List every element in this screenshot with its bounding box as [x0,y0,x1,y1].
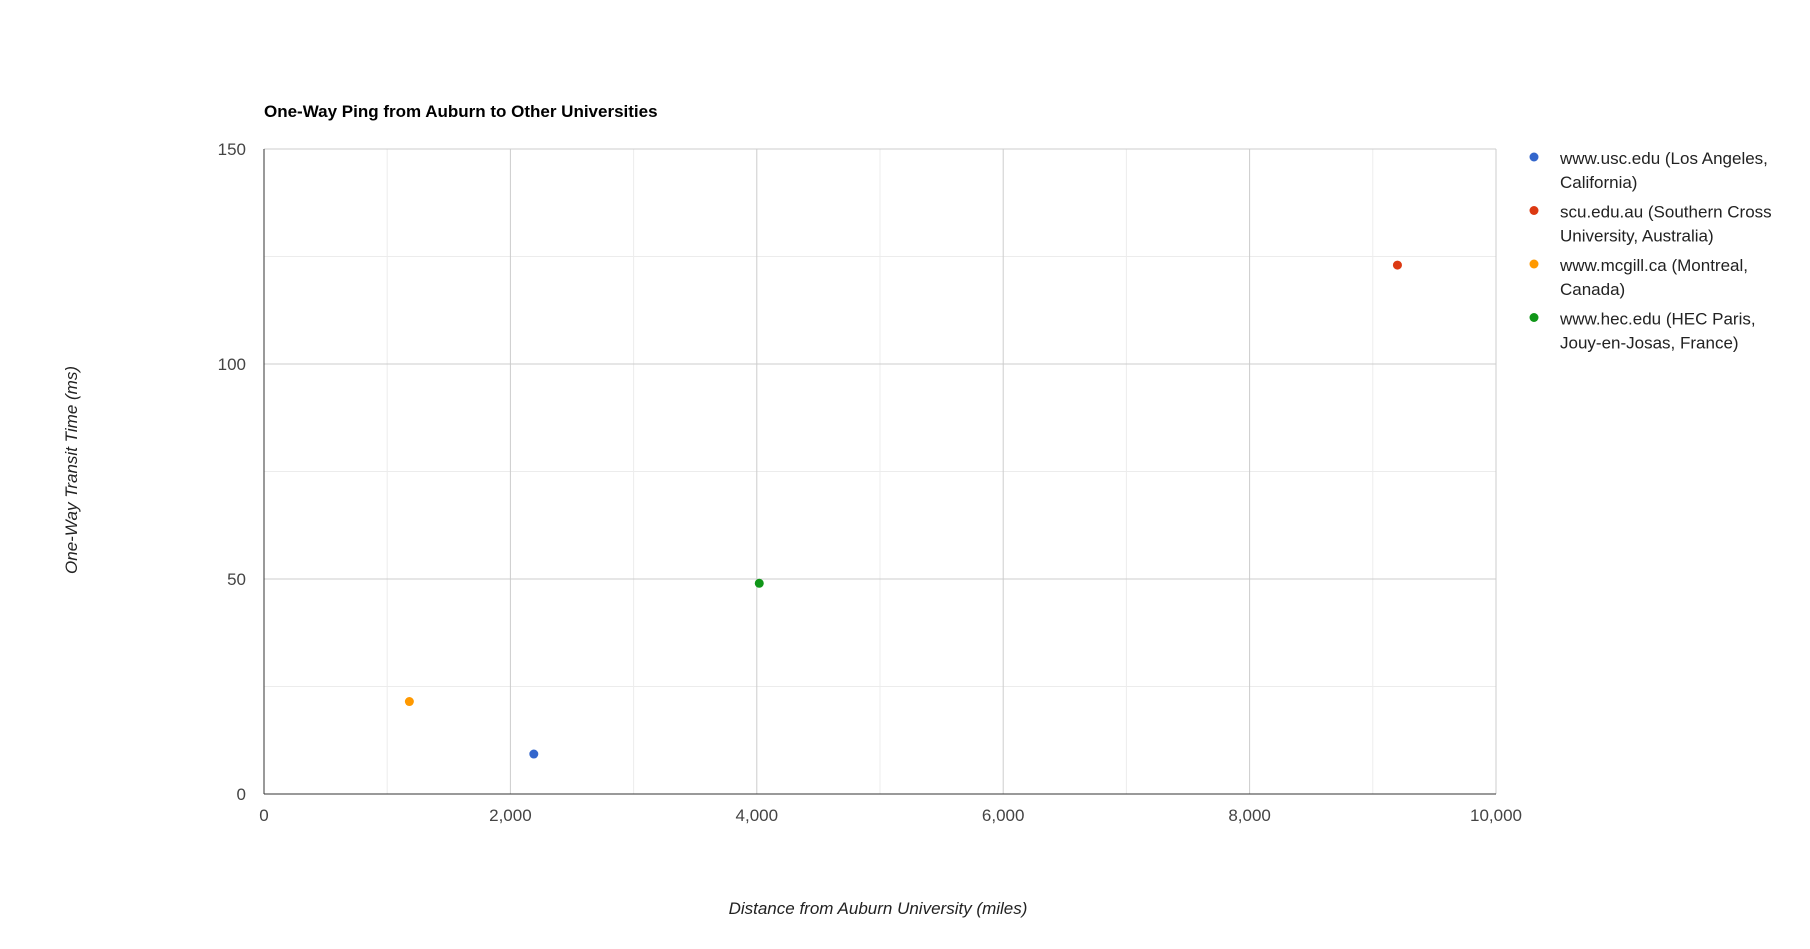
tick-labels: 0 2,000 4,000 6,000 8,000 10,000 0 50 100 150 [218,140,1522,825]
legend-label: University, Australia) [1560,227,1714,246]
x-tick-label: 6,000 [982,806,1025,825]
y-axis-title: One-Way Transit Time (ms) [62,366,81,574]
data-point [404,697,414,707]
x-axis-title: Distance from Auburn University (miles) [729,899,1028,918]
x-tick-label: 8,000 [1228,806,1271,825]
legend-label: Canada) [1560,280,1625,299]
x-tick-label: 2,000 [489,806,532,825]
legend-marker [1529,206,1539,215]
legend: www.usc.edu (Los Angeles, California) scu.… [1529,149,1772,353]
legend-label: California) [1560,173,1637,192]
legend-label: www.hec.edu (HEC Paris, [1559,310,1756,329]
y-tick-label: 0 [237,785,246,804]
legend-label: www.mcgill.ca (Montreal, [1559,256,1748,275]
legend-label: Jouy-en-Josas, France) [1560,334,1739,353]
y-tick-label: 50 [227,570,246,589]
y-tick-label: 150 [218,140,246,159]
legend-marker [1529,259,1539,269]
legend-label: scu.edu.au (Southern Cross [1560,203,1772,222]
x-tick-label: 10,000 [1470,806,1522,825]
legend-marker [1529,313,1539,322]
x-tick-label: 4,000 [736,806,779,825]
y-tick-label: 100 [218,355,246,374]
data-points [404,260,1402,759]
axes [263,149,1496,795]
data-point [754,578,764,588]
x-tick-label: 0 [259,806,268,825]
legend-marker [1529,152,1539,162]
data-point [1392,260,1402,270]
legend-label: www.usc.edu (Los Angeles, [1559,149,1768,168]
data-point [529,749,539,759]
chart-title: One-Way Ping from Auburn to Other Univer… [264,102,658,121]
